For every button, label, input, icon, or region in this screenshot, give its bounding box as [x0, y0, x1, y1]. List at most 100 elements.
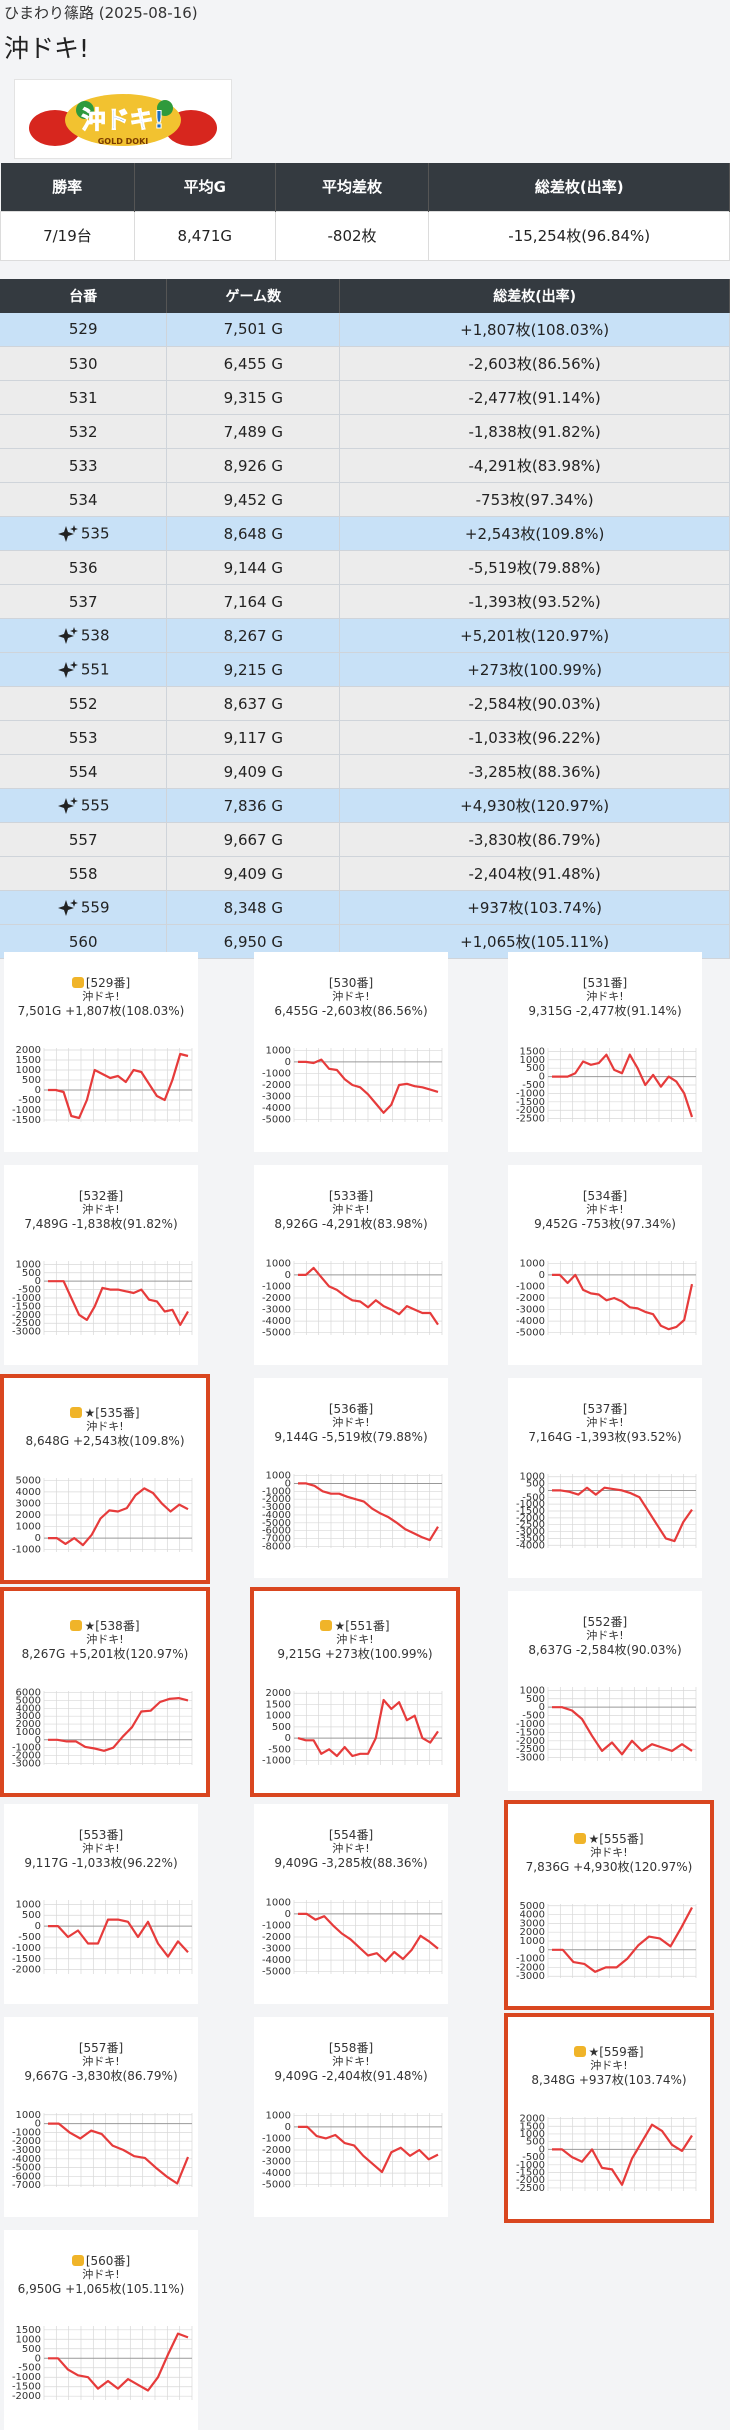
- machine-no-cell: 534: [0, 482, 168, 517]
- y-tick-label: -2500: [516, 1744, 545, 1755]
- machine-no-cell: 554: [0, 754, 168, 789]
- table-row: 534 9,452 G -753枚(97.34%): [0, 482, 730, 517]
- sparkle-icon: [57, 524, 78, 542]
- machine-chart-card[interactable]: [531番] 沖ドキ! 9,315G -2,477枚(91.14%) 1500 1000…: [508, 952, 702, 1152]
- games-cell: 7,489 G: [166, 414, 341, 449]
- machine-chart-card[interactable]: ★[551番] 沖ドキ! 9,215G +273枚(100.99%) 2000 1500…: [250, 1587, 460, 1797]
- y-tick-label: -500: [18, 1932, 41, 1943]
- machine-chart-card[interactable]: [537番] 沖ドキ! 7,164G -1,393枚(93.52%) 1000 500 0…: [508, 1378, 702, 1578]
- y-tick-label: -3000: [262, 1092, 291, 1103]
- total-diff-cell: -2,584枚(90.03%): [339, 686, 730, 721]
- machine-chart-card[interactable]: ★[535番] 沖ドキ! 8,648G +2,543枚(109.8%) 5000 400…: [0, 1374, 210, 1584]
- y-tick-label: 1000: [266, 1711, 291, 1722]
- machine-chart-card[interactable]: [554番] 沖ドキ! 9,409G -3,285枚(88.36%) 1000 0 -10…: [254, 1804, 448, 2004]
- card-header: [557番] 沖ドキ! 9,667G -3,830枚(86.79%): [4, 2017, 198, 2083]
- card-title: [560番]: [4, 2254, 198, 2268]
- card-stats: 9,144G -5,519枚(79.88%): [274, 1430, 428, 1444]
- total-diff-cell: -1,033枚(96.22%): [339, 720, 730, 755]
- machine-no-cell: 533: [0, 448, 168, 483]
- machine-chart-card[interactable]: [558番] 沖ドキ! 9,409G -2,404枚(91.48%) 1000 0 -10…: [254, 2017, 448, 2217]
- machine-no: 555: [80, 796, 110, 814]
- card-machine-name: 沖ドキ!: [332, 2055, 370, 2068]
- y-tick-label: 2000: [266, 1688, 291, 1699]
- machine-chart-card[interactable]: [533番] 沖ドキ! 8,926G -4,291枚(83.98%) 1000 0 -10…: [254, 1165, 448, 1365]
- y-tick-label: 0: [285, 1270, 291, 1281]
- y-tick-label: -3000: [516, 1753, 545, 1764]
- machine-chart-card[interactable]: [530番] 沖ドキ! 6,455G -2,603枚(86.56%) 1000 0 -10…: [254, 952, 448, 1152]
- machine-chart-card[interactable]: [557番] 沖ドキ! 9,667G -3,830枚(86.79%) 1000 0 -10…: [4, 2017, 198, 2217]
- y-tick-label: -2000: [12, 1965, 41, 1976]
- card-stats: 9,117G -1,033枚(96.22%): [24, 1856, 178, 1870]
- card-stats: 7,164G -1,393枚(93.52%): [528, 1430, 682, 1444]
- card-machine-name: 沖ドキ!: [586, 990, 624, 1003]
- y-tick-label: 500: [526, 2137, 545, 2148]
- summary-table: 勝率 平均G 平均差枚 総差枚(出率) 7/19台 8,471G -802枚 -…: [0, 163, 730, 261]
- card-title: [533番]: [254, 1189, 448, 1203]
- y-tick-label: -1000: [12, 1943, 41, 1954]
- card-machine-label: [538番]: [95, 1619, 140, 1633]
- y-tick-label: -3000: [516, 1305, 545, 1316]
- series-line: [48, 2332, 189, 2392]
- machine-no-cell: 559: [0, 890, 168, 925]
- series-line: [48, 2122, 190, 2185]
- card-machine-name: 沖ドキ!: [82, 1203, 120, 1216]
- machine-chart-card[interactable]: [536番] 沖ドキ! 9,144G -5,519枚(79.88%) 1000 0 -10…: [254, 1378, 448, 1578]
- card-machine-label: [533番]: [328, 1189, 374, 1203]
- y-tick-label: -5000: [262, 2180, 291, 2191]
- y-tick-label: -4000: [262, 1103, 291, 1114]
- machine-no-cell: 558: [0, 856, 168, 891]
- machine-chart-card[interactable]: ★[538番] 沖ドキ! 8,267G +5,201枚(120.97%) 6000 50…: [0, 1587, 210, 1797]
- card-header: ★[559番] 沖ドキ! 8,348G +937枚(103.74%): [508, 2017, 710, 2087]
- y-tick-label: -1000: [262, 1920, 291, 1931]
- y-tick-label: -1000: [12, 2127, 41, 2138]
- card-machine-name: 沖ドキ!: [586, 1416, 624, 1429]
- y-tick-label: -2500: [12, 1318, 41, 1329]
- table-row: 531 9,315 G -2,477枚(91.14%): [0, 380, 730, 415]
- machine-no: 536: [68, 558, 98, 577]
- y-tick-label: 1500: [520, 1046, 545, 1057]
- machine-chart-card[interactable]: [534番] 沖ドキ! 9,452G -753枚(97.34%) 1000 0 -1000…: [508, 1165, 702, 1365]
- y-tick-label: 1000: [520, 1055, 545, 1066]
- machine-chart-card[interactable]: [529番] 沖ドキ! 7,501G +1,807枚(108.03%) 2000 150…: [4, 952, 198, 1152]
- card-machine-name: 沖ドキ!: [332, 1203, 370, 1216]
- table-row: 557 9,667 G -3,830枚(86.79%): [0, 822, 730, 857]
- card-header: [537番] 沖ドキ! 7,164G -1,393枚(93.52%): [508, 1378, 702, 1444]
- y-tick-label: -3000: [262, 1305, 291, 1316]
- y-tick-label: -4000: [516, 1316, 545, 1327]
- machine-chart-card[interactable]: [532番] 沖ドキ! 7,489G -1,838枚(91.82%) 1000 500 0…: [4, 1165, 198, 1365]
- y-tick-label: 0: [35, 1921, 41, 1932]
- series-line: [552, 2123, 693, 2186]
- games-cell: 8,926 G: [166, 448, 341, 483]
- total-diff-cell: -4,291枚(83.98%): [339, 448, 730, 483]
- card-machine-name: 沖ドキ!: [590, 1846, 628, 1859]
- y-tick-label: 1000: [16, 1065, 41, 1076]
- column-header-games: ゲーム数: [166, 278, 341, 313]
- total-diff-cell: +937枚(103.74%): [339, 890, 730, 925]
- y-tick-label: -4000: [262, 2168, 291, 2179]
- machine-chart-card[interactable]: [560番] 沖ドキ! 6,950G +1,065枚(105.11%) 1500 100…: [4, 2230, 198, 2430]
- card-header: [532番] 沖ドキ! 7,489G -1,838枚(91.82%): [4, 1165, 198, 1231]
- card-title: [536番]: [254, 1402, 448, 1416]
- card-machine-name: 沖ドキ!: [82, 2268, 120, 2281]
- card-header: [529番] 沖ドキ! 7,501G +1,807枚(108.03%): [4, 952, 198, 1018]
- card-title: [537番]: [508, 1402, 702, 1416]
- card-header: [530番] 沖ドキ! 6,455G -2,603枚(86.56%): [254, 952, 448, 1018]
- machine-chart-card[interactable]: ★[555番] 沖ドキ! 7,836G +4,930枚(120.97%) 5000 40…: [504, 1800, 714, 2010]
- machine-no-cell: 553: [0, 720, 168, 755]
- card-machine-label: [531番]: [582, 976, 628, 990]
- machine-chart-card[interactable]: [552番] 沖ドキ! 8,637G -2,584枚(90.03%) 1000 500 0…: [508, 1591, 702, 1791]
- series-line: [298, 1266, 439, 1326]
- series-line: [552, 1486, 693, 1543]
- column-header-machine-no: 台番: [0, 278, 168, 313]
- machine-chart-card[interactable]: ★[559番] 沖ドキ! 8,348G +937枚(103.74%) 2000 1500…: [504, 2013, 714, 2223]
- games-cell: 9,409 G: [166, 856, 341, 891]
- y-tick-label: -2000: [262, 1932, 291, 1943]
- card-stats: 8,926G -4,291枚(83.98%): [274, 1217, 428, 1231]
- machine-chart-card[interactable]: [553番] 沖ドキ! 9,117G -1,033枚(96.22%) 1000 500 0…: [4, 1804, 198, 2004]
- machine-no: 538: [80, 626, 110, 644]
- y-tick-label: -6000: [262, 1526, 291, 1537]
- summary-avg-games: 8,471G: [133, 210, 276, 261]
